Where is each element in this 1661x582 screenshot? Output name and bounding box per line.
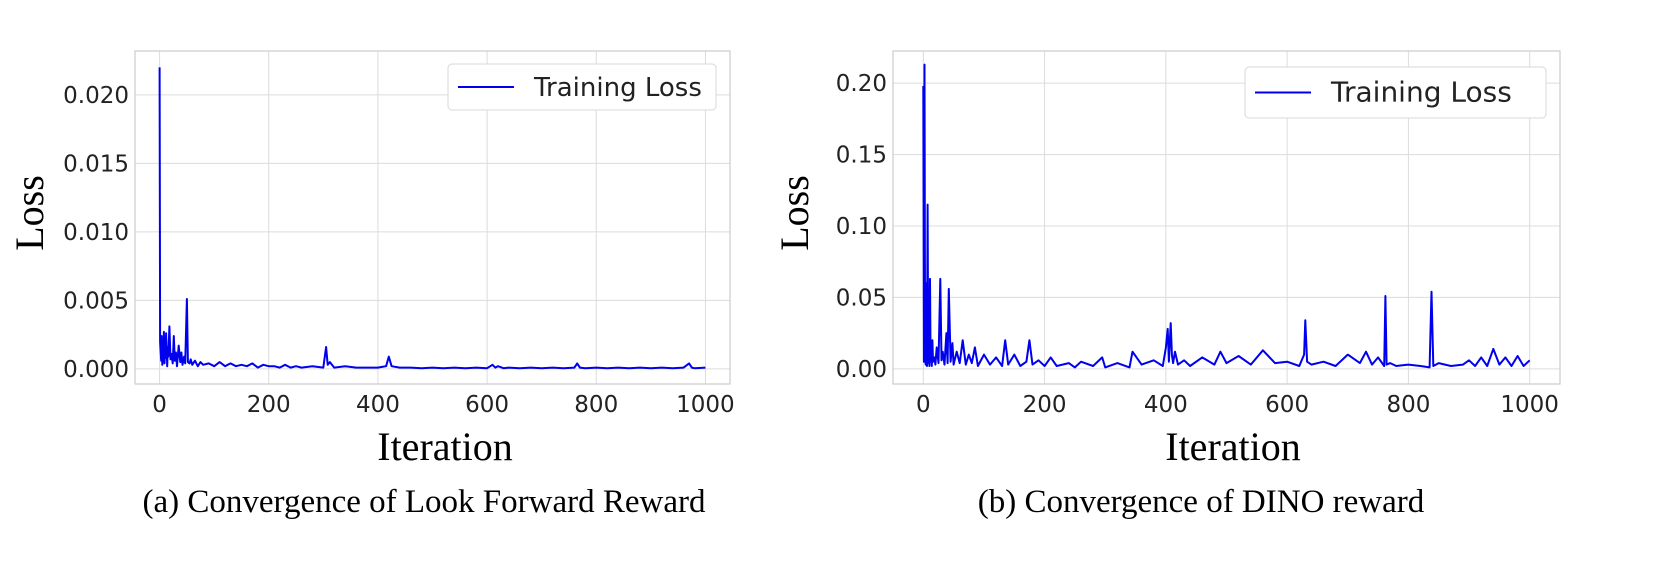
chart-b-x-tick-label: 400 (1144, 392, 1188, 418)
chart-b: 0 200 400 600 800 1000 0.00 0.05 0.10 0.15 0.20 Tr… (772, 50, 1561, 520)
chart-b-series-line (922, 63, 1531, 369)
chart-a-y-axis-label: Loss (7, 175, 52, 251)
chart-b-y-tick-label: 0.10 (836, 214, 887, 240)
chart-b-y-tick-label: 0.00 (836, 357, 887, 383)
chart-b-x-tick-label: 600 (1265, 392, 1309, 418)
chart-a-legend-box (447, 63, 717, 111)
chart-b-y-axis-label: Loss (772, 175, 817, 251)
chart-b-y-tick-label: 0.20 (836, 71, 887, 97)
chart-a-y-tick-label: 0.020 (63, 83, 129, 109)
chart-a-series-line (158, 67, 706, 370)
chart-a-x-tick-label: 0 (152, 392, 167, 418)
chart-b-legend-label: Training Loss (1330, 76, 1512, 109)
chart-a-y-tick-label: 0.010 (63, 220, 129, 246)
chart-a: 0 200 400 600 800 1000 0.000 0.005 0.010 0.015 0.0… (7, 50, 735, 520)
chart-a-x-tick-label: 600 (465, 392, 509, 418)
chart-b-x-tick-label: 1000 (1500, 392, 1559, 418)
chart-a-x-tick-label: 400 (356, 392, 400, 418)
chart-b-y-tick-label: 0.05 (836, 285, 887, 311)
chart-a-y-tick-label: 0.005 (63, 288, 129, 314)
chart-a-plot-frame (134, 50, 731, 385)
chart-b-x-axis-label: Iteration (1165, 424, 1301, 469)
chart-a-caption: (a) Convergence of Look Forward Reward (143, 484, 706, 520)
chart-a-legend: Training Loss (447, 63, 717, 111)
chart-a-x-axis-label: Iteration (377, 424, 513, 469)
chart-a-x-tick-label: 1000 (676, 392, 735, 418)
chart-a-y-tick-label: 0.015 (63, 151, 129, 177)
chart-b-y-tick-label: 0.15 (836, 143, 887, 169)
chart-b-caption: (b) Convergence of DINO reward (978, 484, 1425, 520)
chart-a-x-tick-label: 200 (247, 392, 291, 418)
chart-b-legend: Training Loss (1244, 66, 1547, 119)
chart-a-x-tick-label: 800 (574, 392, 618, 418)
chart-a-legend-label: Training Loss (533, 73, 702, 103)
chart-b-x-tick-label: 800 (1386, 392, 1430, 418)
chart-b-plot-frame (892, 50, 1561, 385)
chart-b-x-tick-label: 200 (1023, 392, 1067, 418)
chart-a-y-tick-label: 0.000 (63, 357, 129, 383)
chart-b-x-tick-label: 0 (916, 392, 931, 418)
chart-b-legend-box (1244, 66, 1547, 119)
